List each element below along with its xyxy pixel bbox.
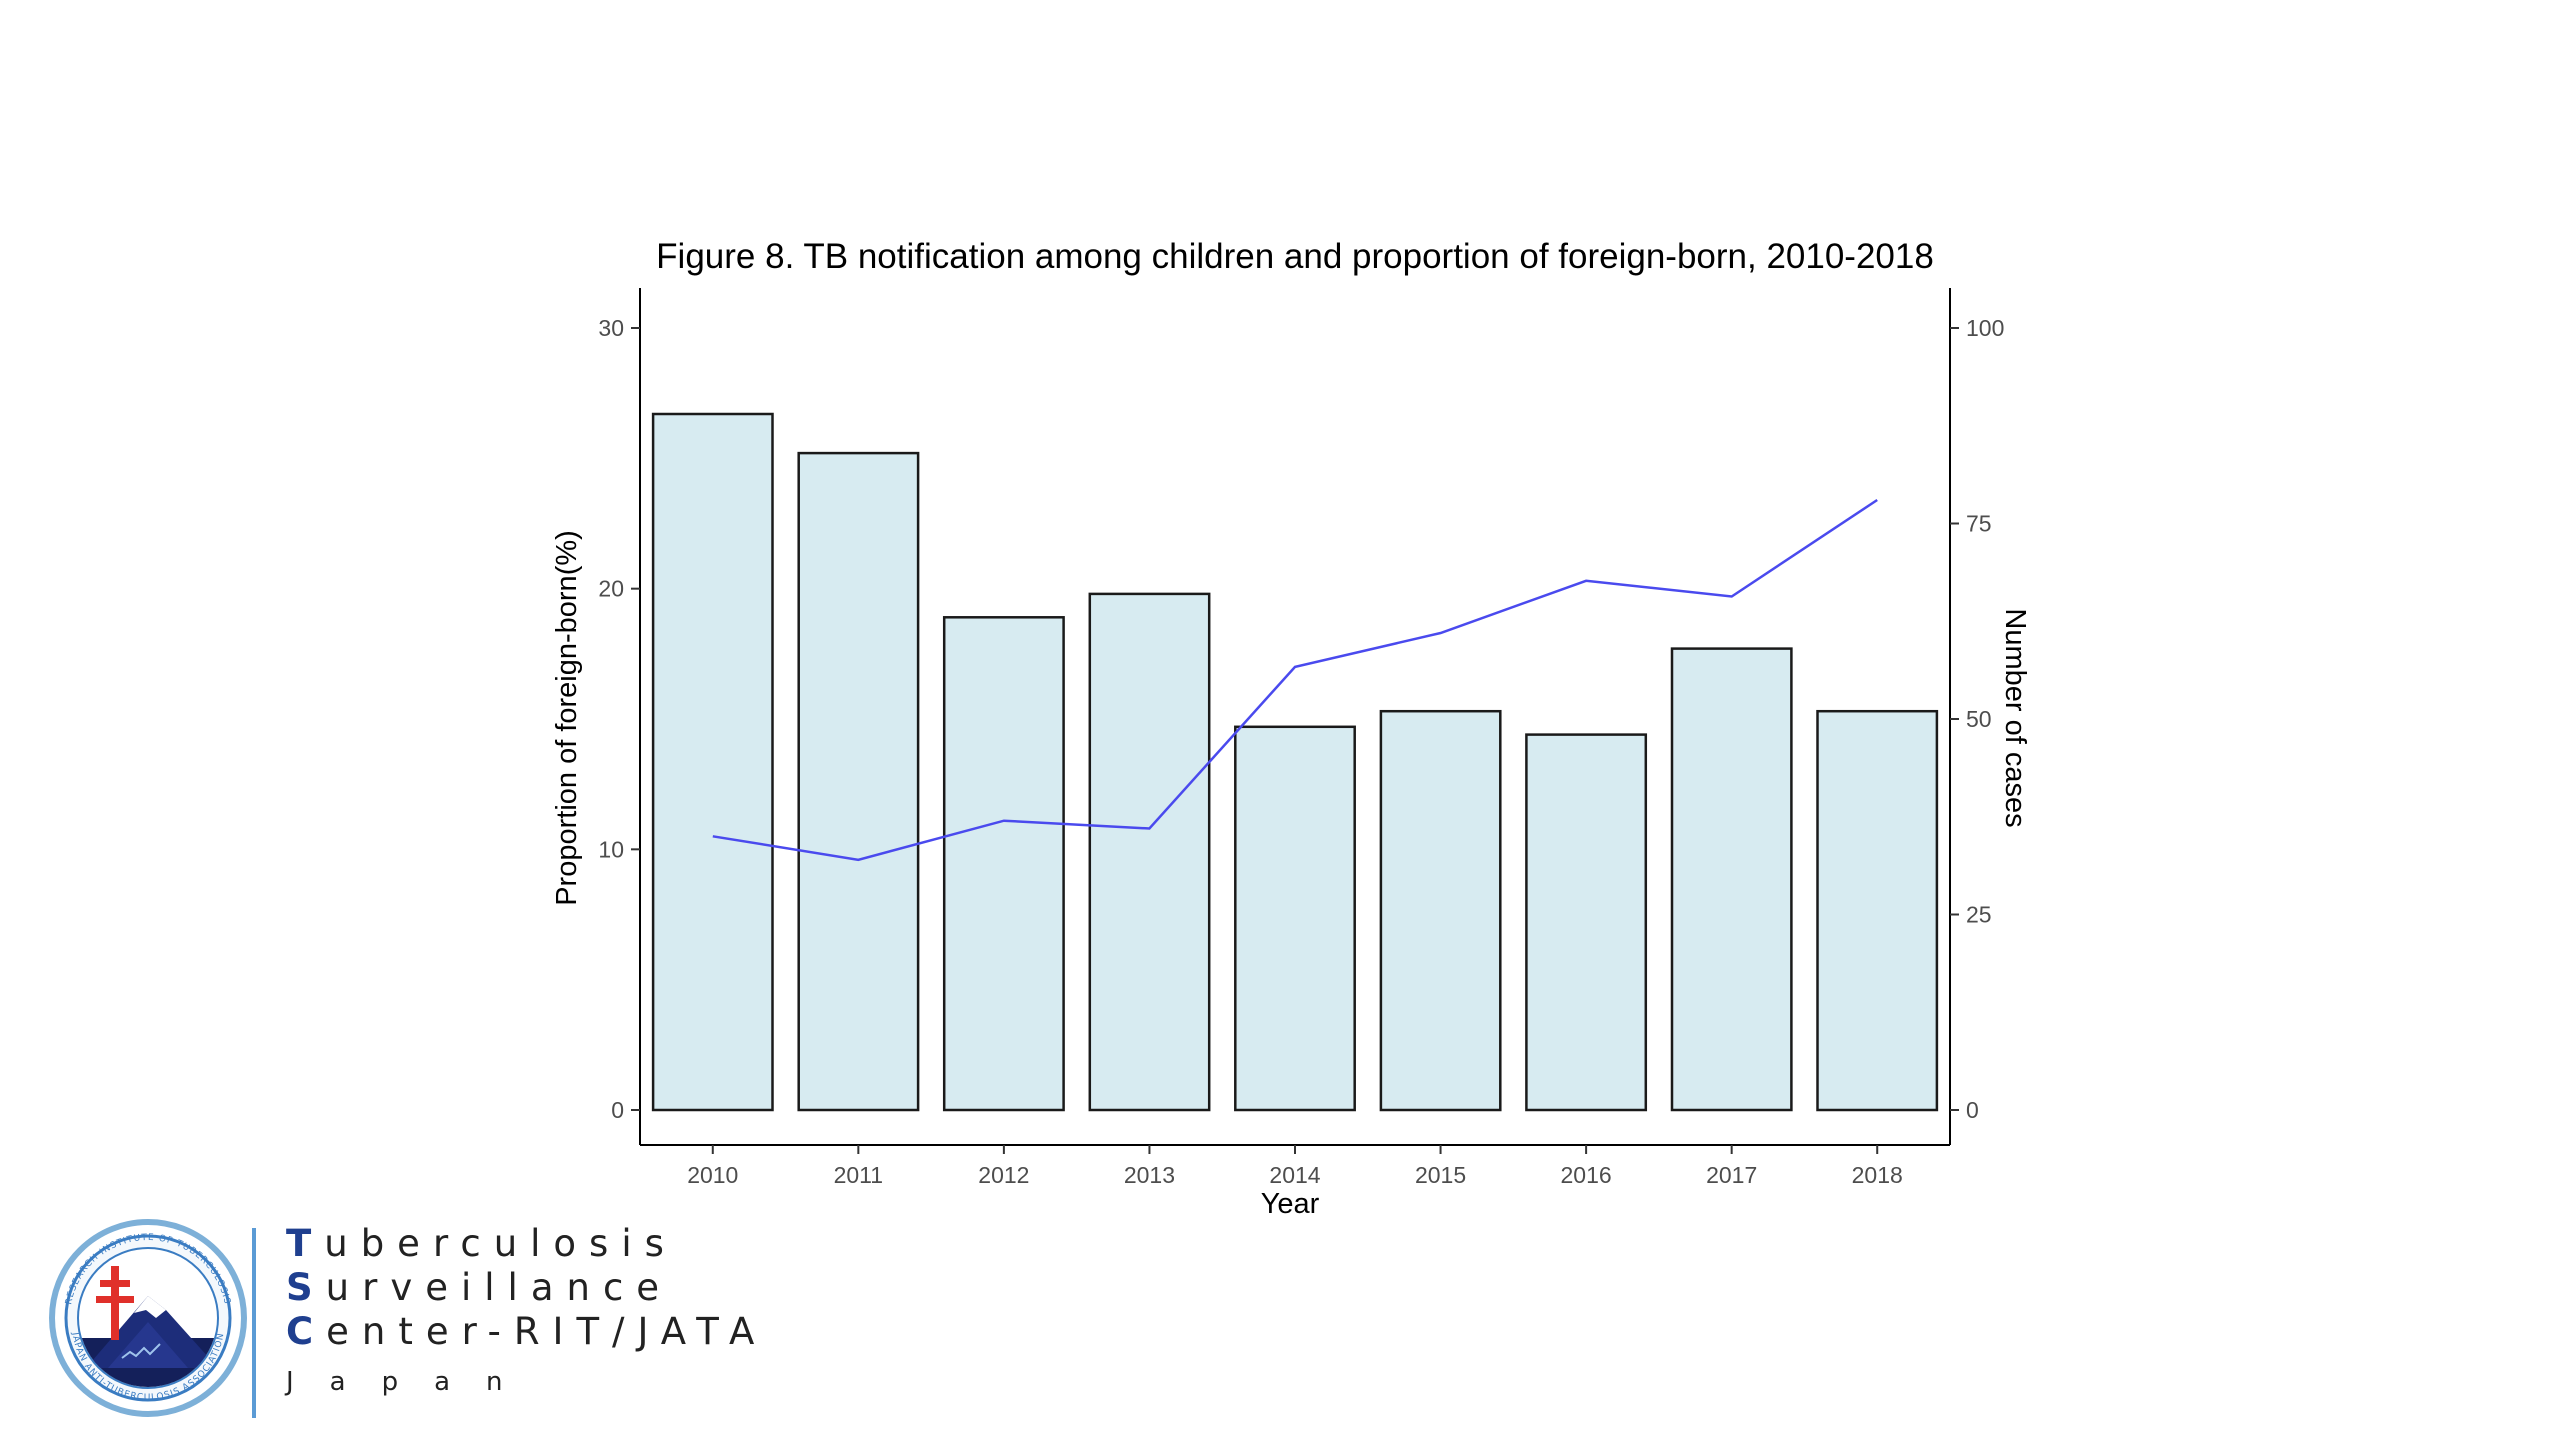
bars-layer — [651, 412, 1939, 1112]
logo-country: Japan — [286, 1367, 539, 1397]
x-axis-title: Year — [1261, 1188, 1320, 1220]
x-tick-label-2017: 2017 — [1706, 1162, 1757, 1188]
y-right-tick-label-0: 0 — [1966, 1097, 1979, 1123]
x-tick-label-2010: 2010 — [687, 1162, 738, 1188]
logo-text: Tuberculosis Surveillance Center-RIT/JAT… — [286, 1222, 767, 1408]
jata-institute-seal-icon: RESEARCH INSTITUTE OF TUBERCULOSIS JAPAN… — [49, 1219, 247, 1417]
bar-2013 — [1088, 592, 1211, 1112]
chart-title: Figure 8. TB notification among children… — [656, 237, 1934, 276]
bar-2018 — [1816, 709, 1939, 1112]
y-right-tick-label-25: 25 — [1966, 902, 1992, 928]
x-tick-label-2016: 2016 — [1561, 1162, 1612, 1188]
x-tick-label-2014: 2014 — [1269, 1162, 1320, 1188]
bar-2010 — [651, 412, 774, 1112]
x-tick-label-2013: 2013 — [1124, 1162, 1175, 1188]
bar-2014 — [1234, 725, 1356, 1112]
y-left-tick-label-30: 30 — [598, 315, 624, 341]
bar-2015 — [1379, 709, 1502, 1112]
logo-line-center: Center-RIT/JATA — [286, 1310, 768, 1353]
x-tick-label-2012: 2012 — [978, 1162, 1029, 1188]
logo-line-surveillance: Surveillance — [286, 1266, 673, 1309]
y-right-tick-label-100: 100 — [1966, 315, 2004, 341]
logo-divider — [252, 1228, 256, 1418]
y-left-tick-label-10: 10 — [598, 836, 624, 862]
x-tick-label-2015: 2015 — [1415, 1162, 1466, 1188]
logo-line-tuberculosis: Tuberculosis — [286, 1222, 677, 1265]
bar-2017 — [1670, 647, 1793, 1112]
bar-2012 — [942, 616, 1065, 1112]
double-cross-icon — [96, 1266, 134, 1340]
y-axis-left-title: Proportion of foreign-born(%) — [551, 530, 583, 906]
bar-2011 — [797, 451, 920, 1112]
y-right-tick-label-50: 50 — [1966, 706, 1992, 732]
y-left-tick-label-0: 0 — [611, 1097, 624, 1123]
y-right-tick-label-75: 75 — [1966, 511, 1992, 537]
y-left-tick-label-20: 20 — [598, 576, 624, 602]
x-tick-label-2011: 2011 — [834, 1162, 883, 1188]
x-tick-label-2018: 2018 — [1852, 1162, 1903, 1188]
bar-2016 — [1525, 733, 1648, 1112]
jata-logo: RESEARCH INSTITUTE OF TUBERCULOSIS JAPAN… — [48, 1218, 248, 1418]
y-axis-right-title: Number of cases — [1999, 608, 2031, 827]
line-layer — [712, 498, 1878, 862]
ticks-layer: 0 10 20 30 0 25 50 75 100 2010 2011 2012 2013 2014 201… — [598, 315, 2004, 1188]
